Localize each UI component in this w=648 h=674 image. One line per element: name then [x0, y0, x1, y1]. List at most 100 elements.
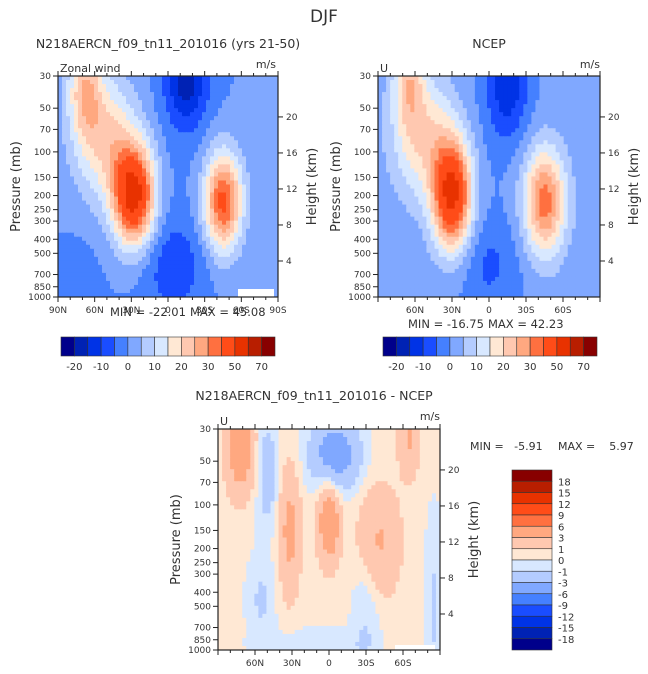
contour-cell: [102, 144, 107, 149]
contour-cell: [90, 292, 95, 297]
contour-cell: [250, 120, 255, 125]
contour-cell: [162, 228, 167, 234]
contour-cell: [82, 272, 87, 278]
contour-cell: [66, 260, 71, 266]
contour-cell: [190, 140, 195, 145]
contour-cell: [66, 148, 71, 153]
contour-cell: [458, 100, 464, 105]
contour-cell: [162, 88, 167, 93]
contour-cell: [563, 148, 569, 153]
contour-cell: [250, 156, 255, 161]
contour-cell: [551, 140, 557, 145]
contour-cell: [258, 200, 263, 206]
contour-cell: [210, 228, 215, 234]
contour-cell: [527, 196, 532, 202]
contour-cell: [62, 96, 67, 101]
contour-cell: [507, 176, 512, 182]
contour-cell: [595, 100, 600, 105]
contour-cell: [234, 176, 239, 182]
contour-cell: [194, 120, 199, 125]
contour-cell: [430, 108, 436, 113]
contour-cell: [94, 212, 99, 218]
contour-cell: [274, 288, 278, 294]
contour-cell: [470, 120, 476, 125]
contour-cell: [595, 172, 600, 178]
contour-cell: [222, 232, 227, 238]
contour-cell: [398, 180, 403, 186]
contour-cell: [507, 136, 512, 141]
contour-cell: [438, 188, 444, 194]
contour-cell: [535, 200, 541, 206]
contour-cell: [122, 104, 127, 109]
contour-cell: [491, 100, 496, 105]
contour-cell: [150, 180, 155, 186]
contour-cell: [66, 160, 71, 165]
contour-cell: [551, 156, 557, 161]
contour-cell: [230, 144, 235, 149]
contour-cell: [378, 148, 383, 153]
contour-cell: [58, 76, 63, 81]
contour-cell: [262, 240, 267, 246]
contour-cell: [126, 220, 131, 226]
contour-cell: [90, 280, 95, 286]
contour-cell: [254, 264, 259, 270]
contour-cell: [98, 288, 103, 294]
contour-cell: [547, 80, 553, 85]
contour-cell: [398, 140, 403, 145]
contour-cell: [98, 228, 103, 234]
contour-cell: [142, 272, 147, 278]
contour-cell: [462, 184, 468, 190]
contour-cell: [462, 144, 468, 149]
contour-cell: [210, 248, 215, 254]
contour-cell: [198, 260, 203, 266]
contour-cell: [58, 136, 63, 141]
contour-cell: [182, 104, 187, 109]
contour-cell: [58, 104, 63, 109]
contour-cell: [398, 196, 403, 202]
contour-cell: [122, 280, 127, 286]
contour-cell: [547, 104, 553, 109]
contour-cell: [178, 208, 183, 214]
contour-cell: [234, 196, 239, 202]
contour-cell: [130, 284, 135, 290]
contour-cell: [178, 104, 183, 109]
contour-cell: [559, 132, 565, 137]
contour-cell: [98, 224, 103, 230]
contour-cell: [150, 272, 155, 278]
contour-cell: [134, 292, 139, 297]
contour-cell: [579, 152, 585, 157]
contour-cell: [539, 164, 545, 170]
contour-cell: [70, 108, 75, 113]
contour-cell: [450, 208, 456, 214]
contour-cell: [222, 244, 227, 250]
contour-cell: [426, 208, 432, 214]
contour-cell: [62, 168, 67, 174]
contour-cell: [194, 284, 199, 290]
contour-cell: [230, 172, 235, 178]
contour-cell: [543, 180, 549, 186]
contour-cell: [142, 236, 147, 242]
contour-cell: [446, 76, 452, 81]
contour-cell: [426, 172, 432, 178]
contour-cell: [583, 152, 589, 157]
contour-cell: [230, 272, 235, 278]
contour-cell: [74, 260, 79, 266]
contour-cell: [114, 288, 119, 294]
contour-cell: [482, 76, 488, 81]
contour-cell: [438, 196, 444, 202]
contour-cell: [515, 144, 520, 149]
contour-cell: [495, 180, 500, 186]
colorbar-label: -10: [93, 362, 109, 373]
contour-cell: [162, 120, 167, 125]
contour-cell: [551, 152, 557, 157]
contour-cell: [583, 204, 589, 210]
contour-cell: [418, 192, 423, 198]
contour-cell: [254, 284, 259, 290]
contour-cell: [86, 240, 91, 246]
contour-cell: [595, 124, 600, 129]
contour-cell: [390, 104, 395, 109]
contour-cell: [186, 204, 191, 210]
contour-cell: [58, 236, 63, 242]
contour-cell: [515, 176, 520, 182]
contour-cell: [138, 76, 143, 81]
